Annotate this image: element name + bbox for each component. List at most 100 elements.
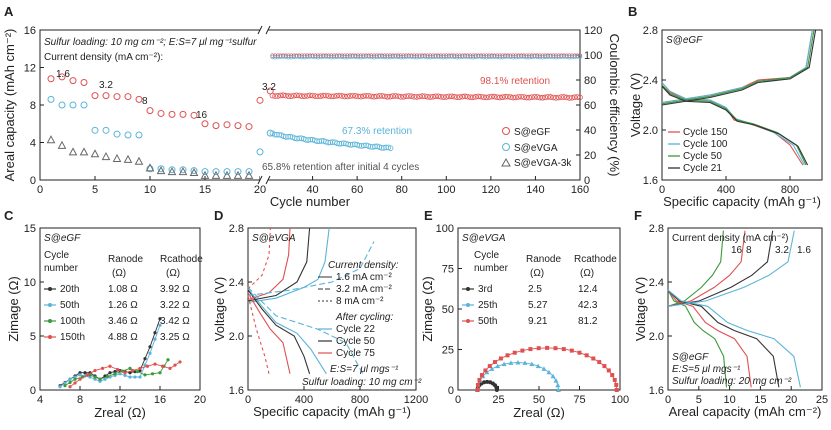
d-ytick-label-1: 2.0 (229, 331, 244, 343)
a-ce-evga-4 (281, 54, 286, 59)
a-ce-evga-94 (521, 54, 526, 59)
a-egf-long-113 (571, 94, 578, 101)
a-y2tick-label-2: 40 (584, 125, 596, 137)
a-ce-evga-62 (436, 54, 441, 59)
a-ytick-label-1: 4 (30, 138, 36, 150)
a-ce-egf-70 (457, 53, 462, 58)
a-egf-long-46 (392, 93, 399, 99)
c-row-ranode-0: 1.08 Ω (108, 284, 138, 295)
f-xtick-label-0: 0 (665, 394, 671, 406)
a-egf-long-4 (280, 92, 286, 99)
c-point-2-1 (68, 380, 72, 385)
f-xlabel: Areal capacity (mAh cm⁻²) (669, 404, 822, 419)
e-point-0-4 (482, 380, 487, 385)
e-point-2-14 (553, 346, 558, 351)
panel-e-plot: 0 25 50 75 100 0 25 50 75 100 Zreal (Ω) Zimage (Ω) (420, 223, 629, 420)
a-egf-long-28 (344, 93, 351, 100)
a-ce-evga-9 (294, 54, 299, 59)
a-xtick-label-7: 80 (396, 184, 408, 196)
a-ce-egf-91 (513, 53, 518, 58)
a-ce-evga-45 (390, 54, 395, 59)
a-egf-long-41 (379, 93, 385, 99)
c-point-1-13 (123, 373, 127, 378)
b-discharge-3 (661, 85, 809, 166)
f-ytick-label-2: 2.4 (649, 277, 664, 289)
a-point-0-9 (146, 107, 154, 115)
e-header-ranode: Ranode (526, 254, 561, 265)
a-egf-long-80 (483, 94, 490, 101)
d-charge-1 (247, 227, 311, 302)
e-point-2-13 (545, 345, 550, 350)
a-egf-long-10 (296, 92, 303, 99)
c-point-3-13 (160, 364, 165, 368)
e-point-2-21 (602, 364, 607, 369)
a-point-0-8 (135, 95, 143, 103)
c-row-cycle-0: 20th (60, 284, 79, 295)
c-point-0-20 (158, 317, 162, 321)
a-point-1-1 (58, 101, 66, 109)
a-xtick-label-3: 15 (199, 184, 211, 196)
e-point-2-3 (479, 373, 484, 378)
c-point-1-15 (133, 375, 137, 379)
f-density-title: Current density (mA cm⁻²) (672, 233, 788, 244)
e-point-2-0 (475, 388, 480, 392)
f-discharge-1 (667, 289, 752, 388)
a-egf-long-89 (507, 94, 514, 100)
a-ce-evga-103 (545, 54, 551, 59)
a-ce-evga-19 (321, 54, 326, 59)
a-point-1-4 (91, 126, 99, 134)
a-point-2-0 (46, 135, 56, 144)
e-point-1-16 (553, 378, 559, 383)
c-row-ranode-1: 1.26 Ω (108, 300, 138, 311)
a-ce-evga-109 (561, 54, 567, 59)
a-break-mark-1 (257, 25, 263, 35)
a-point-0-11 (168, 110, 176, 118)
a-point-2-8 (134, 156, 144, 165)
c-xlabel: Zreal (Ω) (94, 405, 146, 420)
a-egf-long-44 (387, 93, 393, 100)
a-xtick-label-11: 160 (571, 184, 589, 196)
a-break-mark-3 (257, 175, 263, 185)
a-ce-evga-77 (476, 54, 481, 59)
a-ce-evga-52 (409, 54, 414, 59)
c-point-1-4 (78, 373, 82, 377)
d-ytick-label-0: 1.6 (229, 385, 244, 397)
a-point-0-17 (234, 122, 242, 130)
panel-a-retention-evga: 67.3% retention (342, 126, 412, 137)
e-row-cycle-0: 3rd (478, 284, 492, 295)
c-point-2-12 (143, 373, 147, 377)
a-egf-long-50 (403, 93, 409, 100)
a-break-mark-2 (265, 25, 271, 35)
a-point-0-12 (179, 110, 187, 118)
a-point-1-17 (234, 168, 242, 176)
a-ce-egf-65 (444, 53, 449, 58)
e-point-2-20 (597, 360, 602, 365)
a-egf-long-32 (355, 93, 361, 100)
a-ce-evga-67 (449, 54, 454, 59)
c-point-3-9 (130, 368, 135, 373)
e-row-cycle-2: 50th (478, 316, 497, 327)
c-row-cycle-2: 100th (60, 316, 85, 327)
a-ce-evga-8 (291, 54, 297, 59)
legend-cycle100: Cycle 100 (683, 139, 728, 150)
c-xtick-label-3: 16 (154, 394, 166, 406)
e-point-0-5 (485, 379, 490, 384)
a-point-1-10 (157, 165, 165, 173)
a-egf-long-114 (574, 94, 581, 100)
c-row-rcathode-0: 3.92 Ω (160, 284, 190, 295)
legend-cycle21: Cycle 21 (683, 163, 722, 174)
e-point-0-10 (494, 388, 499, 392)
b-ytick-label-0: 1.6 (643, 175, 658, 187)
e-point-1-5 (489, 366, 495, 371)
e-row-marker-1 (466, 303, 470, 307)
a-point-2-13 (189, 167, 199, 176)
a-break-mark-4 (265, 175, 271, 185)
a-point-2-14 (200, 170, 210, 179)
f-density-16: 16 (731, 245, 743, 256)
e-point-1-10 (522, 360, 528, 365)
a-ce-evga-88 (505, 54, 510, 59)
a-egf-long-23 (331, 93, 337, 100)
c-point-1-0 (58, 385, 62, 389)
a-egf-long-43 (384, 93, 391, 100)
a-egf-long-54 (414, 94, 420, 100)
